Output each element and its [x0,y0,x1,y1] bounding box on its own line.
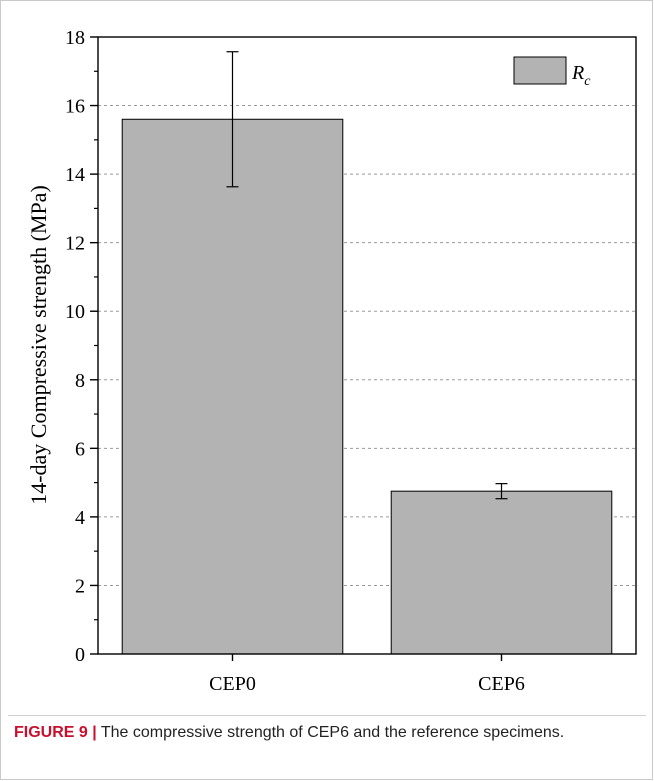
legend: Rc [513,56,591,89]
y-tick-label: 18 [65,27,85,49]
caption-separator [8,715,646,716]
bar [390,490,613,655]
y-tick-label: 16 [65,96,85,118]
bar-chart: 0 2 4 6 8 10 12 14 16 18 CEP0 CEP6 Rc 14-day Compr… [26,27,637,695]
y-tick-label: 8 [75,370,85,392]
y-tick-label: 10 [65,301,85,323]
x-axis-ticks: CEP0 CEP6 [209,654,525,695]
legend-subscript: c [584,74,591,89]
y-axis-ticks: 0 2 4 6 8 10 12 14 16 18 [65,27,98,666]
bars [121,118,613,655]
caption-label: FIGURE 9 | [14,724,97,741]
y-tick-label: 4 [75,507,85,529]
error-bars [226,51,508,500]
x-tick-label: CEP6 [478,673,525,695]
y-tick-label: 6 [75,438,85,460]
y-tick-label: 12 [65,233,85,255]
y-tick-label: 0 [75,644,85,666]
legend-swatch [513,56,567,85]
legend-label: Rc [571,62,591,89]
y-axis-label: 14-day Compressive strength (MPa) [26,185,51,505]
caption-text: The compressive strength of CEP6 and the… [96,724,565,741]
bar [121,118,344,655]
y-tick-label: 2 [75,575,85,597]
x-tick-label: CEP0 [209,673,256,695]
y-tick-label: 14 [65,164,85,186]
figure-caption: FIGURE 9 | The compressive strength of C… [14,722,634,743]
